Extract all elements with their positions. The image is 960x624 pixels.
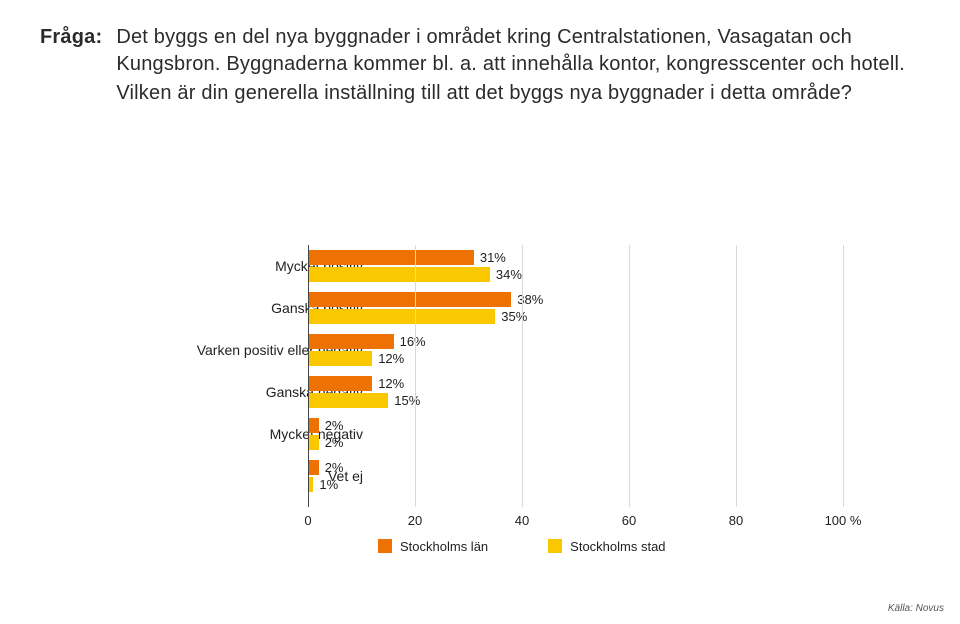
bar: 2% bbox=[308, 460, 319, 475]
legend-swatch bbox=[378, 539, 392, 553]
legend-item: Stockholms län bbox=[378, 539, 488, 554]
grid-line bbox=[736, 245, 737, 507]
x-tick-label: 80 bbox=[729, 513, 743, 528]
x-tick-label: 60 bbox=[622, 513, 636, 528]
y-axis-line bbox=[308, 245, 309, 507]
grid-line bbox=[629, 245, 630, 507]
bar-value: 16% bbox=[394, 334, 426, 349]
survey-slide: Fråga: Det byggs en del nya byggnader i … bbox=[0, 0, 960, 624]
x-tick-label: 100 % bbox=[825, 513, 862, 528]
bar-chart: Mycket positiv31%34%Ganska positiv38%35%… bbox=[78, 245, 908, 585]
bar-value: 12% bbox=[372, 376, 404, 391]
bar: 12% bbox=[308, 351, 372, 366]
chart-group: Vet ej2%1% bbox=[78, 455, 908, 497]
chart-group: Ganska positiv38%35% bbox=[78, 287, 908, 329]
chart-group: Ganska negativ12%15% bbox=[78, 371, 908, 413]
grid-line bbox=[415, 245, 416, 507]
legend-label: Stockholms län bbox=[400, 539, 488, 554]
legend-swatch bbox=[548, 539, 562, 553]
bar-value: 31% bbox=[474, 250, 506, 265]
chart-group: Varken positiv eller negativ16%12% bbox=[78, 329, 908, 371]
legend: Stockholms län Stockholms stad bbox=[378, 539, 666, 554]
bar: 35% bbox=[308, 309, 495, 324]
bar-value: 38% bbox=[511, 292, 543, 307]
bar: 15% bbox=[308, 393, 388, 408]
bar: 34% bbox=[308, 267, 490, 282]
x-tick-label: 20 bbox=[408, 513, 422, 528]
bar-value: 1% bbox=[313, 477, 338, 492]
question-paragraph-1: Det byggs en del nya byggnader i området… bbox=[116, 24, 920, 78]
question-text: Det byggs en del nya byggnader i området… bbox=[116, 24, 920, 109]
bar: 12% bbox=[308, 376, 372, 391]
x-tick-label: 0 bbox=[304, 513, 311, 528]
grid-line bbox=[843, 245, 844, 507]
question-block: Fråga: Det byggs en del nya byggnader i … bbox=[40, 24, 920, 109]
bar-value: 34% bbox=[490, 267, 522, 282]
bar: 2% bbox=[308, 418, 319, 433]
legend-item: Stockholms stad bbox=[548, 539, 665, 554]
chart-group: Mycket positiv31%34% bbox=[78, 245, 908, 287]
legend-label: Stockholms stad bbox=[570, 539, 665, 554]
bar: 31% bbox=[308, 250, 474, 265]
bar: 2% bbox=[308, 435, 319, 450]
grid-line bbox=[522, 245, 523, 507]
question-label: Fråga: bbox=[40, 24, 102, 109]
source-text: Källa: Novus bbox=[888, 603, 944, 614]
bar-value: 2% bbox=[319, 460, 344, 475]
x-tick-label: 40 bbox=[515, 513, 529, 528]
chart-group: Mycket negativ2%2% bbox=[78, 413, 908, 455]
bar-value: 12% bbox=[372, 351, 404, 366]
bar: 38% bbox=[308, 292, 511, 307]
bar-value: 2% bbox=[319, 418, 344, 433]
question-paragraph-2: Vilken är din generella inställning till… bbox=[116, 80, 920, 107]
bar: 16% bbox=[308, 334, 394, 349]
bar-value: 2% bbox=[319, 435, 344, 450]
